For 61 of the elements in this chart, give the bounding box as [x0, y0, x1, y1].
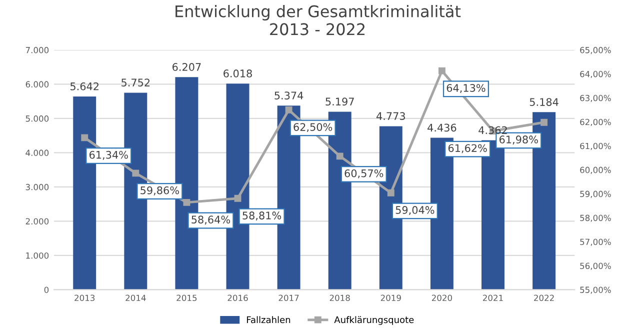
x-tick-label: 2018 [330, 294, 350, 302]
data-label: 5.642 [70, 82, 98, 90]
y-tick-label: 7.000 [26, 46, 49, 54]
y2-tick-label: 65,00% [580, 46, 611, 54]
x-tick-label: 2017 [278, 294, 299, 302]
data-label: 6.018 [224, 70, 252, 78]
y-tick-label: 4.000 [26, 150, 49, 156]
legend-label: Fallzahlen [247, 316, 290, 324]
y2-tick-label: 63,00% [580, 94, 611, 102]
x-tick-label: 2021 [483, 294, 503, 302]
y2-tick-label: 64,00% [580, 70, 611, 78]
point [183, 198, 190, 206]
data-label: 5.197 [326, 98, 354, 106]
y-tick-label: 1.000 [26, 252, 49, 259]
legend-label: Aufklärungsquote [334, 316, 414, 325]
point [234, 194, 242, 202]
point [387, 189, 394, 196]
data-label: 61,62% [448, 144, 487, 154]
data-label: 5.374 [274, 92, 304, 100]
data-label: 62,50% [294, 123, 332, 132]
y2-tick-label: 59,00% [580, 190, 611, 198]
y2-tick-label: 56,00% [580, 262, 611, 270]
data-label: 4.773 [376, 112, 405, 120]
data-label: 5.752 [122, 78, 150, 87]
point [540, 118, 548, 126]
y2-tick-label: 60,00% [580, 166, 611, 174]
x-tick-label: 2014 [126, 294, 146, 302]
y-tick-label: 5.000 [26, 115, 49, 122]
y2-tick-label: 55,00% [580, 286, 611, 294]
data-label: 4.362 [478, 126, 507, 134]
data-label: 4.436 [428, 124, 456, 132]
y-tick-label: 2.000 [26, 218, 49, 224]
y2-tick-label: 58,00% [580, 214, 611, 222]
y-tick-label: 0 [44, 286, 49, 293]
y2-tick-label: 57,00% [580, 238, 611, 246]
chart-title: Entwicklung der Gesamtkriminalität 2013 - 2022 [176, 4, 461, 36]
point [132, 170, 140, 177]
y2-tick-label: 62,00% [580, 118, 611, 126]
x-tick-label: 2013 [74, 294, 95, 302]
data-label: 58,64% [192, 216, 230, 225]
y2-tick-label: 61,00% [580, 142, 611, 150]
point [336, 152, 344, 160]
x-tick-label: 2015 [176, 294, 197, 302]
x-tick-label: 2019 [380, 294, 401, 302]
data-label: 5.184 [530, 98, 558, 106]
data-label: 60,57% [344, 169, 384, 178]
x-tick-label: 2020 [432, 294, 452, 302]
y-tick-label: 6.000 [26, 81, 49, 88]
data-label: 6.207 [172, 63, 201, 71]
point [285, 106, 292, 114]
data-label: 64,13% [446, 84, 486, 93]
data-label: 59,04% [396, 206, 434, 215]
data-label: 59,86% [140, 186, 179, 196]
y-tick-label: 3.000 [26, 184, 49, 190]
data-label: 58,81% [242, 212, 282, 220]
data-label: 61,98% [500, 136, 538, 144]
point [81, 134, 88, 142]
x-tick-label: 2022 [534, 294, 554, 302]
x-tick-label: 2016 [228, 294, 248, 302]
data-label: 61,34% [90, 150, 128, 160]
point [438, 67, 446, 74]
